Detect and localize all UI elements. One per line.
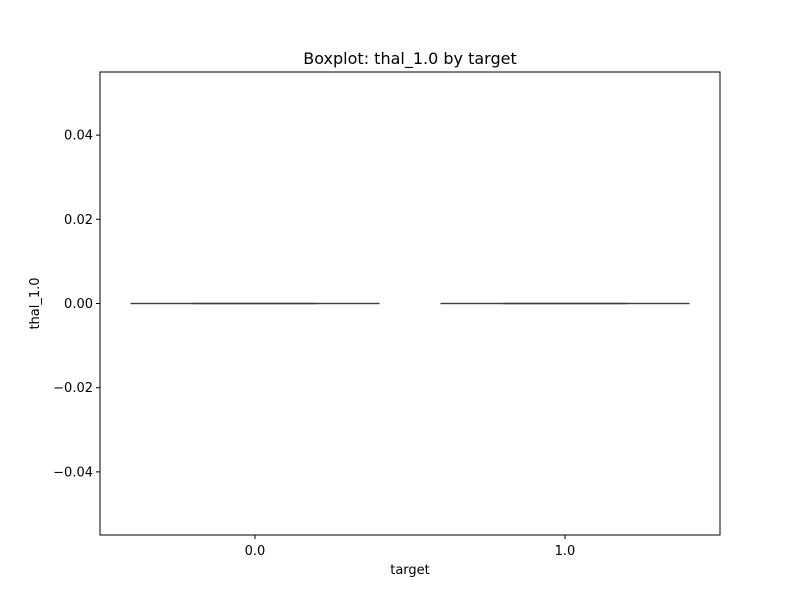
y-tick-label: −0.02 bbox=[53, 381, 93, 396]
x-tick-label: 0.0 bbox=[245, 544, 266, 559]
y-tick-label: −0.04 bbox=[53, 465, 93, 480]
x-tick-label: 1.0 bbox=[555, 544, 576, 559]
y-tick-label: 0.04 bbox=[64, 129, 93, 144]
y-axis-ticks: −0.04 −0.02 0.00 0.02 0.04 bbox=[53, 129, 100, 480]
y-tick-label: 0.02 bbox=[64, 213, 93, 228]
x-axis-ticks: 0.0 1.0 bbox=[245, 535, 576, 559]
y-axis-label: thal_1.0 bbox=[28, 277, 43, 329]
chart-title: Boxplot: thal_1.0 by target bbox=[303, 49, 516, 69]
y-tick-label: 0.00 bbox=[64, 297, 93, 312]
x-axis-label: target bbox=[390, 563, 430, 578]
